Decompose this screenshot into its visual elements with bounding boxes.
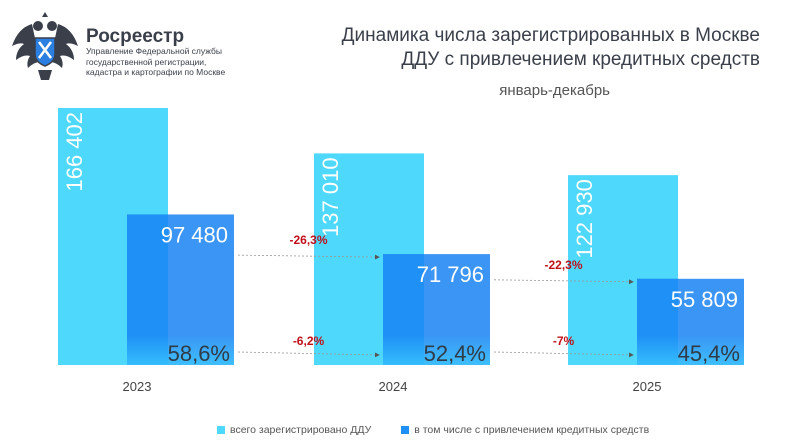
org-line: Управление Федеральной службы [86, 46, 222, 56]
legend-swatch [217, 426, 225, 435]
credit-share-label: 45,4% [678, 341, 740, 366]
legend-item-total: всего зарегистрировано ДДУ [217, 424, 371, 436]
organization-name: Управление Федеральной службы государств… [86, 46, 236, 78]
legend-label: всего зарегистрировано ДДУ [230, 424, 372, 436]
rosreestr-eagle-logo [12, 12, 78, 80]
bar-credit-gradient [127, 335, 234, 365]
chart-subtitle: январь-декабрь [499, 82, 610, 99]
legend-swatch [401, 426, 410, 435]
org-line: государственной регистрации, [86, 56, 207, 67]
share-change-label: -6,2% [293, 334, 325, 348]
x-tick-label: 2024 [379, 379, 408, 394]
share-change-arrow [237, 351, 380, 358]
legend: всего зарегистрировано ДДУ в том числе с… [217, 424, 649, 436]
chart-title: Динамика числа зарегистрированных в Моск… [290, 24, 760, 72]
x-tick-label: 2025 [633, 379, 662, 394]
bar-credit-label: 55 809 [671, 287, 738, 312]
share-change-arrow [493, 351, 634, 358]
credit-change-label: -26,3% [289, 233, 327, 247]
change-arrow [493, 279, 634, 285]
legend-label: в том числе с привлечением кредитных сре… [414, 424, 650, 436]
x-tick-label: 2023 [123, 379, 152, 394]
title-line: Динамика числа зарегистрированных в Моск… [341, 25, 760, 46]
credit-share-label: 52,4% [424, 341, 486, 366]
bar-credit-label: 97 480 [161, 222, 228, 247]
bar-credit-gradient [383, 335, 490, 365]
bar-total-label: 137 010 [318, 157, 343, 237]
bar-total-label: 122 930 [572, 179, 597, 259]
title-line: ДДУ с привлечением кредитных средств [401, 49, 760, 70]
share-change-label: -7% [553, 334, 575, 348]
org-line: кадастра и картографии по Москве [86, 67, 226, 77]
brand-name: Росреестр [86, 26, 185, 47]
bar-credit-gradient [637, 335, 744, 365]
legend-item-credit: в том числе с привлечением кредитных сре… [401, 424, 649, 436]
credit-share-label: 58,6% [168, 341, 230, 366]
bar-total-label: 166 402 [62, 112, 87, 192]
bar-credit-label: 71 796 [417, 262, 484, 287]
credit-change-label: -22,3% [544, 258, 582, 272]
change-arrow [237, 254, 380, 260]
